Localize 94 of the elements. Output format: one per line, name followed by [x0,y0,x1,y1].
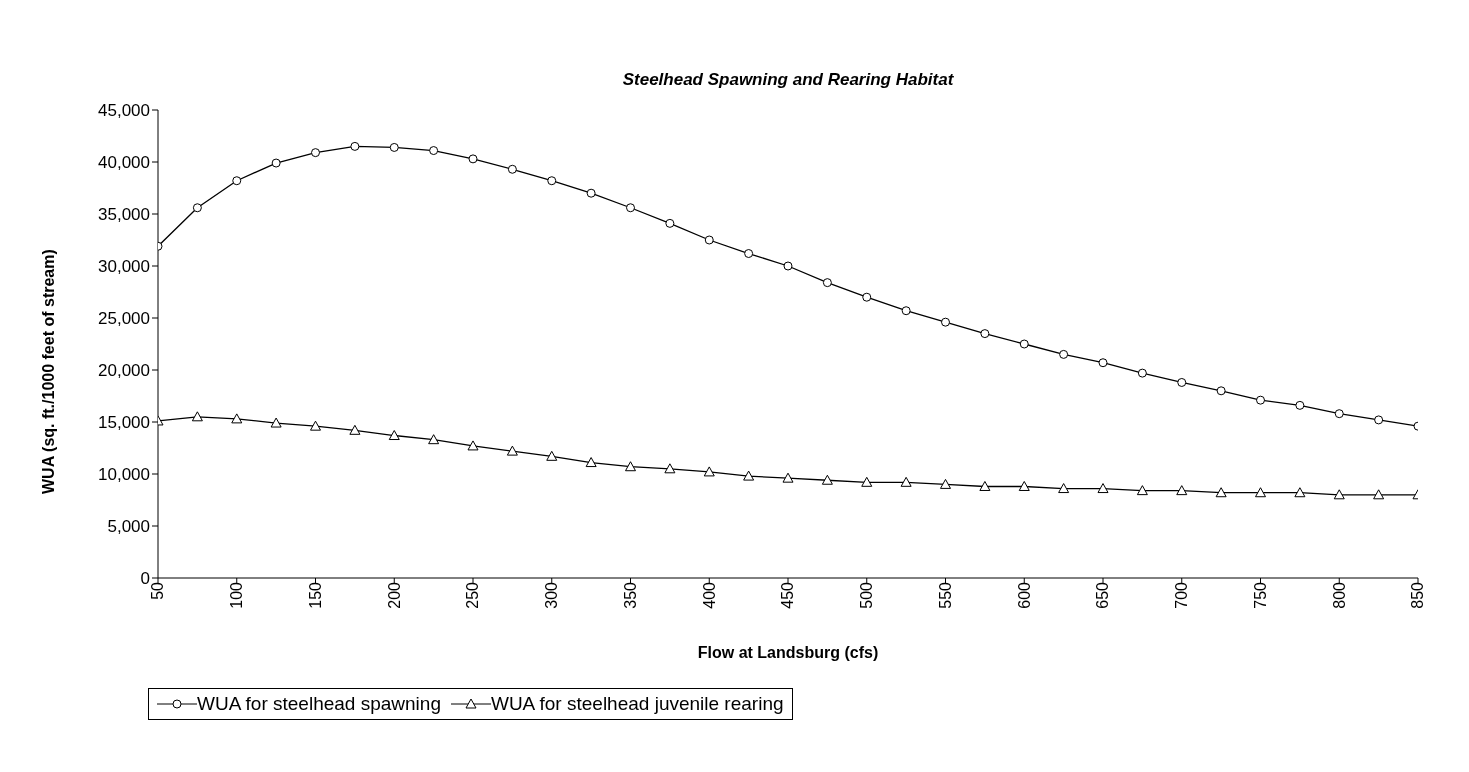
point [1098,358,1108,368]
x-tick-label: 350 [621,581,639,609]
point [862,292,872,302]
point [1097,483,1109,494]
point [192,203,202,213]
point [744,249,754,259]
x-tick-label: 550 [936,581,954,609]
point [585,457,597,468]
point [271,158,281,168]
point [1256,395,1265,405]
point [940,478,951,489]
point [506,445,518,456]
point [232,176,242,186]
x-tick-label: 250 [464,581,482,609]
point [1333,489,1345,500]
x-tick-label: 700 [1173,581,1191,609]
legend-label: WUA for steelhead juvenile rearing [490,693,784,715]
point [664,463,676,474]
y-tick-label: 5,000 [107,517,150,537]
x-tick-label: 200 [385,581,403,609]
y-tick-label: 15,000 [98,413,150,433]
point [231,413,243,424]
point [1177,377,1187,387]
x-tick-label: 150 [306,581,324,609]
point [626,203,635,213]
y-tick-label: 35,000 [98,205,150,225]
point [1334,409,1344,419]
y-axis-title: WUA (sq. ft./1000 feet of stream) [39,249,57,494]
point [1294,487,1306,498]
point [980,329,990,339]
point [1136,485,1148,496]
y-tick-label: 10,000 [98,465,150,485]
point [1373,489,1385,500]
point [507,164,517,174]
point [389,142,399,152]
x-tick-label: 750 [1251,581,1269,609]
y-tick-label: 20,000 [98,361,150,381]
y-tick-label: 25,000 [98,309,150,329]
point [1215,487,1227,498]
point [1374,415,1384,425]
x-tick-label: 100 [228,581,246,609]
point [1058,483,1070,494]
y-tick-label: 30,000 [98,257,150,277]
x-tick-label: 400 [700,581,718,609]
point [1019,339,1029,349]
x-axis-title: Flow at Landsburg (cfs) [697,644,879,661]
point [861,476,873,487]
point [311,148,320,158]
point [1216,386,1226,396]
point [821,474,833,485]
point [468,154,478,164]
legend-label: WUA for steelhead spawning [197,693,441,715]
point [191,411,203,422]
point [783,261,793,271]
point [1295,400,1305,410]
point [546,450,558,461]
point [900,476,912,487]
point [665,218,675,228]
x-tick-label: 600 [1015,581,1033,609]
point [704,235,714,245]
point [822,278,832,288]
x-tick-label: 800 [1330,581,1348,609]
point [1018,480,1030,491]
x-tick-label: 650 [1094,581,1112,609]
point [941,317,950,327]
point [703,466,715,477]
point [467,440,479,451]
point [743,470,755,481]
x-tick-label: 850 [1409,581,1427,609]
x-tick-label: 500 [858,581,876,609]
x-tick-label: 450 [779,581,797,609]
point [388,430,400,441]
point [547,176,557,186]
y-tick-label: 45,000 [98,101,150,121]
point [586,188,596,198]
point [429,146,439,156]
x-tick-label: 300 [543,581,561,609]
y-tick-label: 40,000 [98,153,150,173]
chart-title: Steelhead Spawning and Rearing Habitat [621,70,955,90]
y-tick-label: 0 [140,569,150,589]
point [1176,485,1188,496]
x-tick-label: 50 [149,581,167,600]
point [979,480,991,491]
point [350,141,360,151]
point [428,434,440,445]
point [310,420,321,431]
point [625,461,636,472]
point [1137,368,1147,378]
point [901,306,911,316]
point [349,424,361,435]
point [1059,349,1069,359]
point [782,472,794,483]
point [1255,487,1266,498]
point [270,417,282,428]
